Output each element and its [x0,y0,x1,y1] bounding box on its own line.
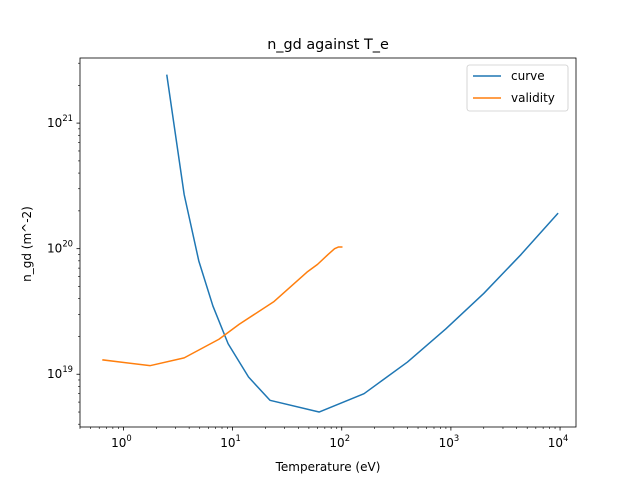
y-tick-label-base: 10 [47,116,62,130]
legend-label-validity: validity [511,91,555,105]
chart-title: n_gd against T_e [267,37,389,53]
series-line-curve [166,74,559,413]
x-tick-label-base: 10 [329,436,344,450]
y-axis-label: n_gd (m^-2) [20,206,34,282]
x-tick-label: 103 [439,433,460,450]
x-tick-label-exponent: 0 [126,433,131,443]
y-tick-label-exponent: 21 [62,113,73,123]
y-tick-label-base: 10 [47,242,62,256]
x-tick-label: 100 [111,433,132,450]
x-tick-label-base: 10 [439,436,454,450]
y-tick-label-exponent: 20 [62,239,73,249]
legend: curve validity [466,64,569,112]
y-tick-label-exponent: 19 [62,364,73,374]
x-tick-label: 104 [548,433,569,450]
x-tick-label: 101 [220,433,241,450]
y-tick-label-base: 10 [47,367,62,381]
x-tick-label-base: 10 [111,436,126,450]
legend-label-curve: curve [511,69,545,83]
x-tick-label-exponent: 1 [236,433,241,443]
x-tick-label-base: 10 [548,436,563,450]
y-tick-label: 1019 [47,364,73,381]
x-axis-label: Temperature (eV) [275,460,381,474]
series-lines [102,74,559,413]
x-tick-label-base: 10 [220,436,235,450]
axes-background [80,58,576,427]
y-tick-label: 1021 [47,113,73,130]
x-tick-label-exponent: 2 [345,433,350,443]
x-tick-label: 102 [329,433,350,450]
axes-frame [79,57,577,428]
x-tick-label-exponent: 4 [563,433,568,443]
y-tick-label: 1020 [47,239,73,256]
x-tick-label-exponent: 3 [454,433,459,443]
series-line-validity [102,246,343,367]
